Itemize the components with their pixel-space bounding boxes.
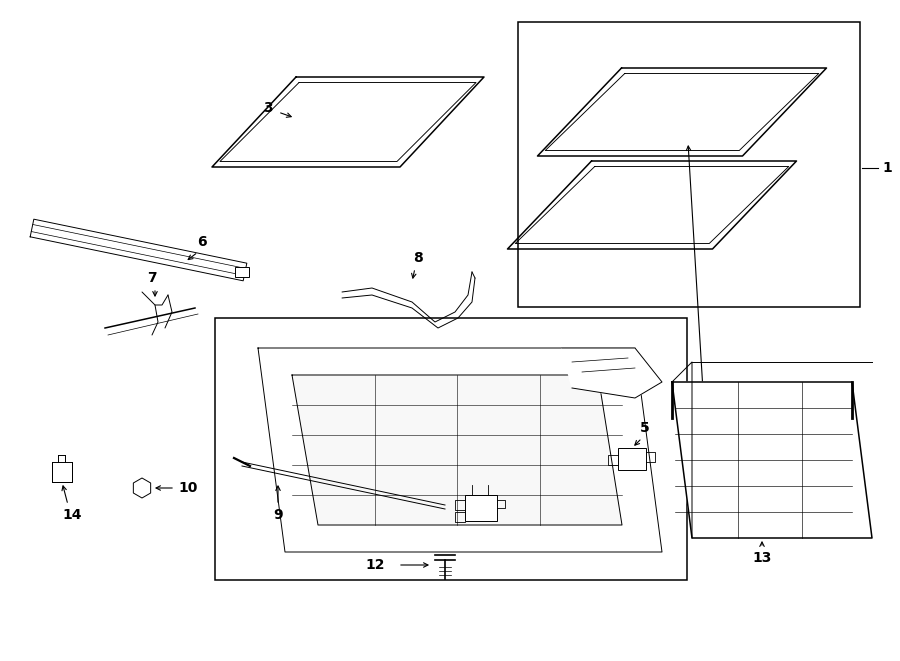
Bar	[465, 495, 497, 521]
Text: 14: 14	[62, 508, 82, 522]
Text: 4: 4	[702, 405, 712, 419]
Bar	[518, 22, 860, 307]
Text: 10: 10	[178, 481, 197, 495]
Polygon shape	[672, 382, 872, 538]
Polygon shape	[258, 348, 662, 552]
Polygon shape	[562, 348, 662, 398]
Text: 8: 8	[413, 251, 423, 265]
Text: 11: 11	[398, 501, 418, 515]
Text: 13: 13	[752, 551, 771, 565]
Text: 3: 3	[263, 101, 273, 115]
Bar	[215, 318, 687, 580]
Text: 5: 5	[640, 421, 650, 435]
Bar	[618, 448, 646, 470]
Bar	[235, 267, 249, 277]
Text: 9: 9	[274, 508, 283, 522]
Polygon shape	[31, 219, 247, 281]
Text: 6: 6	[197, 235, 207, 249]
Text: 2: 2	[707, 521, 717, 535]
Polygon shape	[292, 375, 622, 525]
Text: 1: 1	[882, 161, 892, 175]
Text: 12: 12	[365, 558, 385, 572]
Text: 7: 7	[148, 271, 157, 285]
